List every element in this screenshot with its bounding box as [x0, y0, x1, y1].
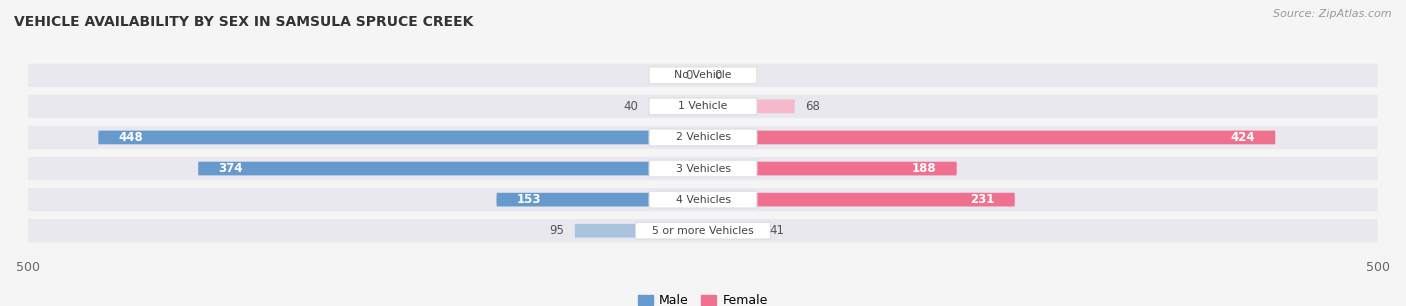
FancyBboxPatch shape: [703, 162, 956, 175]
Text: 0: 0: [685, 69, 692, 82]
Text: 3 Vehicles: 3 Vehicles: [675, 163, 731, 174]
Text: 424: 424: [1230, 131, 1256, 144]
Text: VEHICLE AVAILABILITY BY SEX IN SAMSULA SPRUCE CREEK: VEHICLE AVAILABILITY BY SEX IN SAMSULA S…: [14, 15, 474, 29]
FancyBboxPatch shape: [28, 157, 1378, 180]
FancyBboxPatch shape: [650, 99, 703, 113]
FancyBboxPatch shape: [198, 162, 703, 175]
Text: 1 Vehicle: 1 Vehicle: [678, 101, 728, 111]
FancyBboxPatch shape: [28, 64, 1378, 87]
Text: 188: 188: [912, 162, 936, 175]
Text: Source: ZipAtlas.com: Source: ZipAtlas.com: [1274, 9, 1392, 19]
Text: 68: 68: [806, 100, 821, 113]
FancyBboxPatch shape: [650, 129, 756, 146]
FancyBboxPatch shape: [496, 193, 703, 207]
FancyBboxPatch shape: [703, 99, 794, 113]
Text: 41: 41: [769, 224, 785, 237]
Text: 95: 95: [550, 224, 564, 237]
Text: 0: 0: [714, 69, 721, 82]
FancyBboxPatch shape: [28, 95, 1378, 118]
FancyBboxPatch shape: [703, 131, 1275, 144]
Text: No Vehicle: No Vehicle: [675, 70, 731, 80]
FancyBboxPatch shape: [636, 222, 770, 239]
FancyBboxPatch shape: [28, 126, 1378, 149]
Text: 5 or more Vehicles: 5 or more Vehicles: [652, 226, 754, 236]
Legend: Male, Female: Male, Female: [638, 294, 768, 306]
FancyBboxPatch shape: [650, 67, 756, 84]
Text: 231: 231: [970, 193, 994, 206]
FancyBboxPatch shape: [28, 188, 1378, 211]
Text: 374: 374: [218, 162, 243, 175]
FancyBboxPatch shape: [650, 191, 756, 208]
FancyBboxPatch shape: [650, 160, 756, 177]
Text: 2 Vehicles: 2 Vehicles: [675, 132, 731, 143]
FancyBboxPatch shape: [703, 224, 758, 237]
FancyBboxPatch shape: [575, 224, 703, 237]
FancyBboxPatch shape: [650, 98, 756, 115]
Text: 40: 40: [623, 100, 638, 113]
Text: 4 Vehicles: 4 Vehicles: [675, 195, 731, 205]
Text: 153: 153: [517, 193, 541, 206]
FancyBboxPatch shape: [98, 131, 703, 144]
FancyBboxPatch shape: [28, 219, 1378, 242]
Text: 448: 448: [118, 131, 143, 144]
FancyBboxPatch shape: [703, 193, 1015, 207]
